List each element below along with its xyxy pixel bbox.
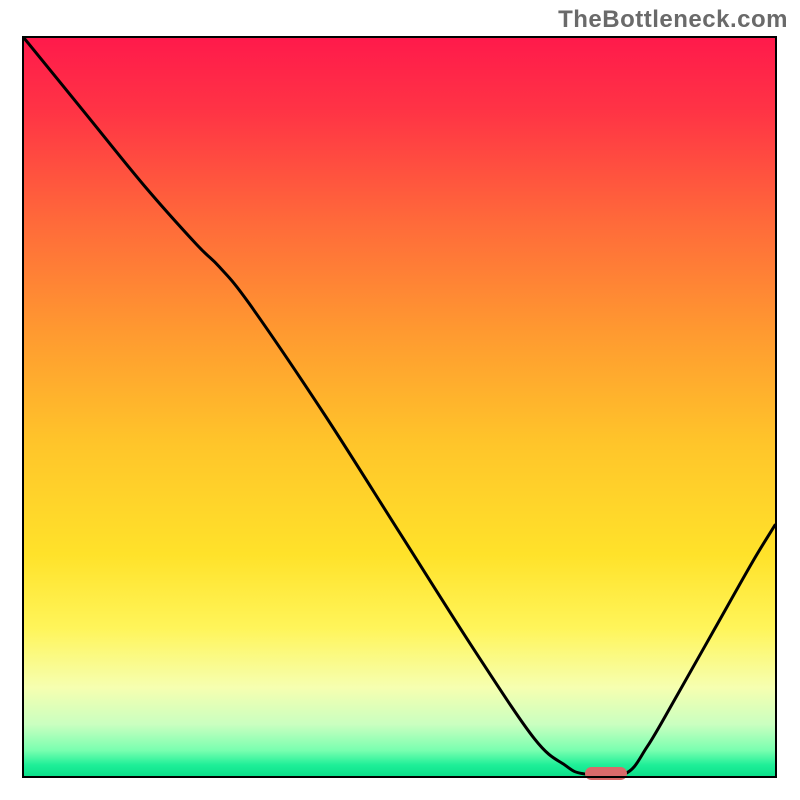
watermark-text: TheBottleneck.com xyxy=(558,6,788,34)
chart-frame xyxy=(22,36,777,778)
